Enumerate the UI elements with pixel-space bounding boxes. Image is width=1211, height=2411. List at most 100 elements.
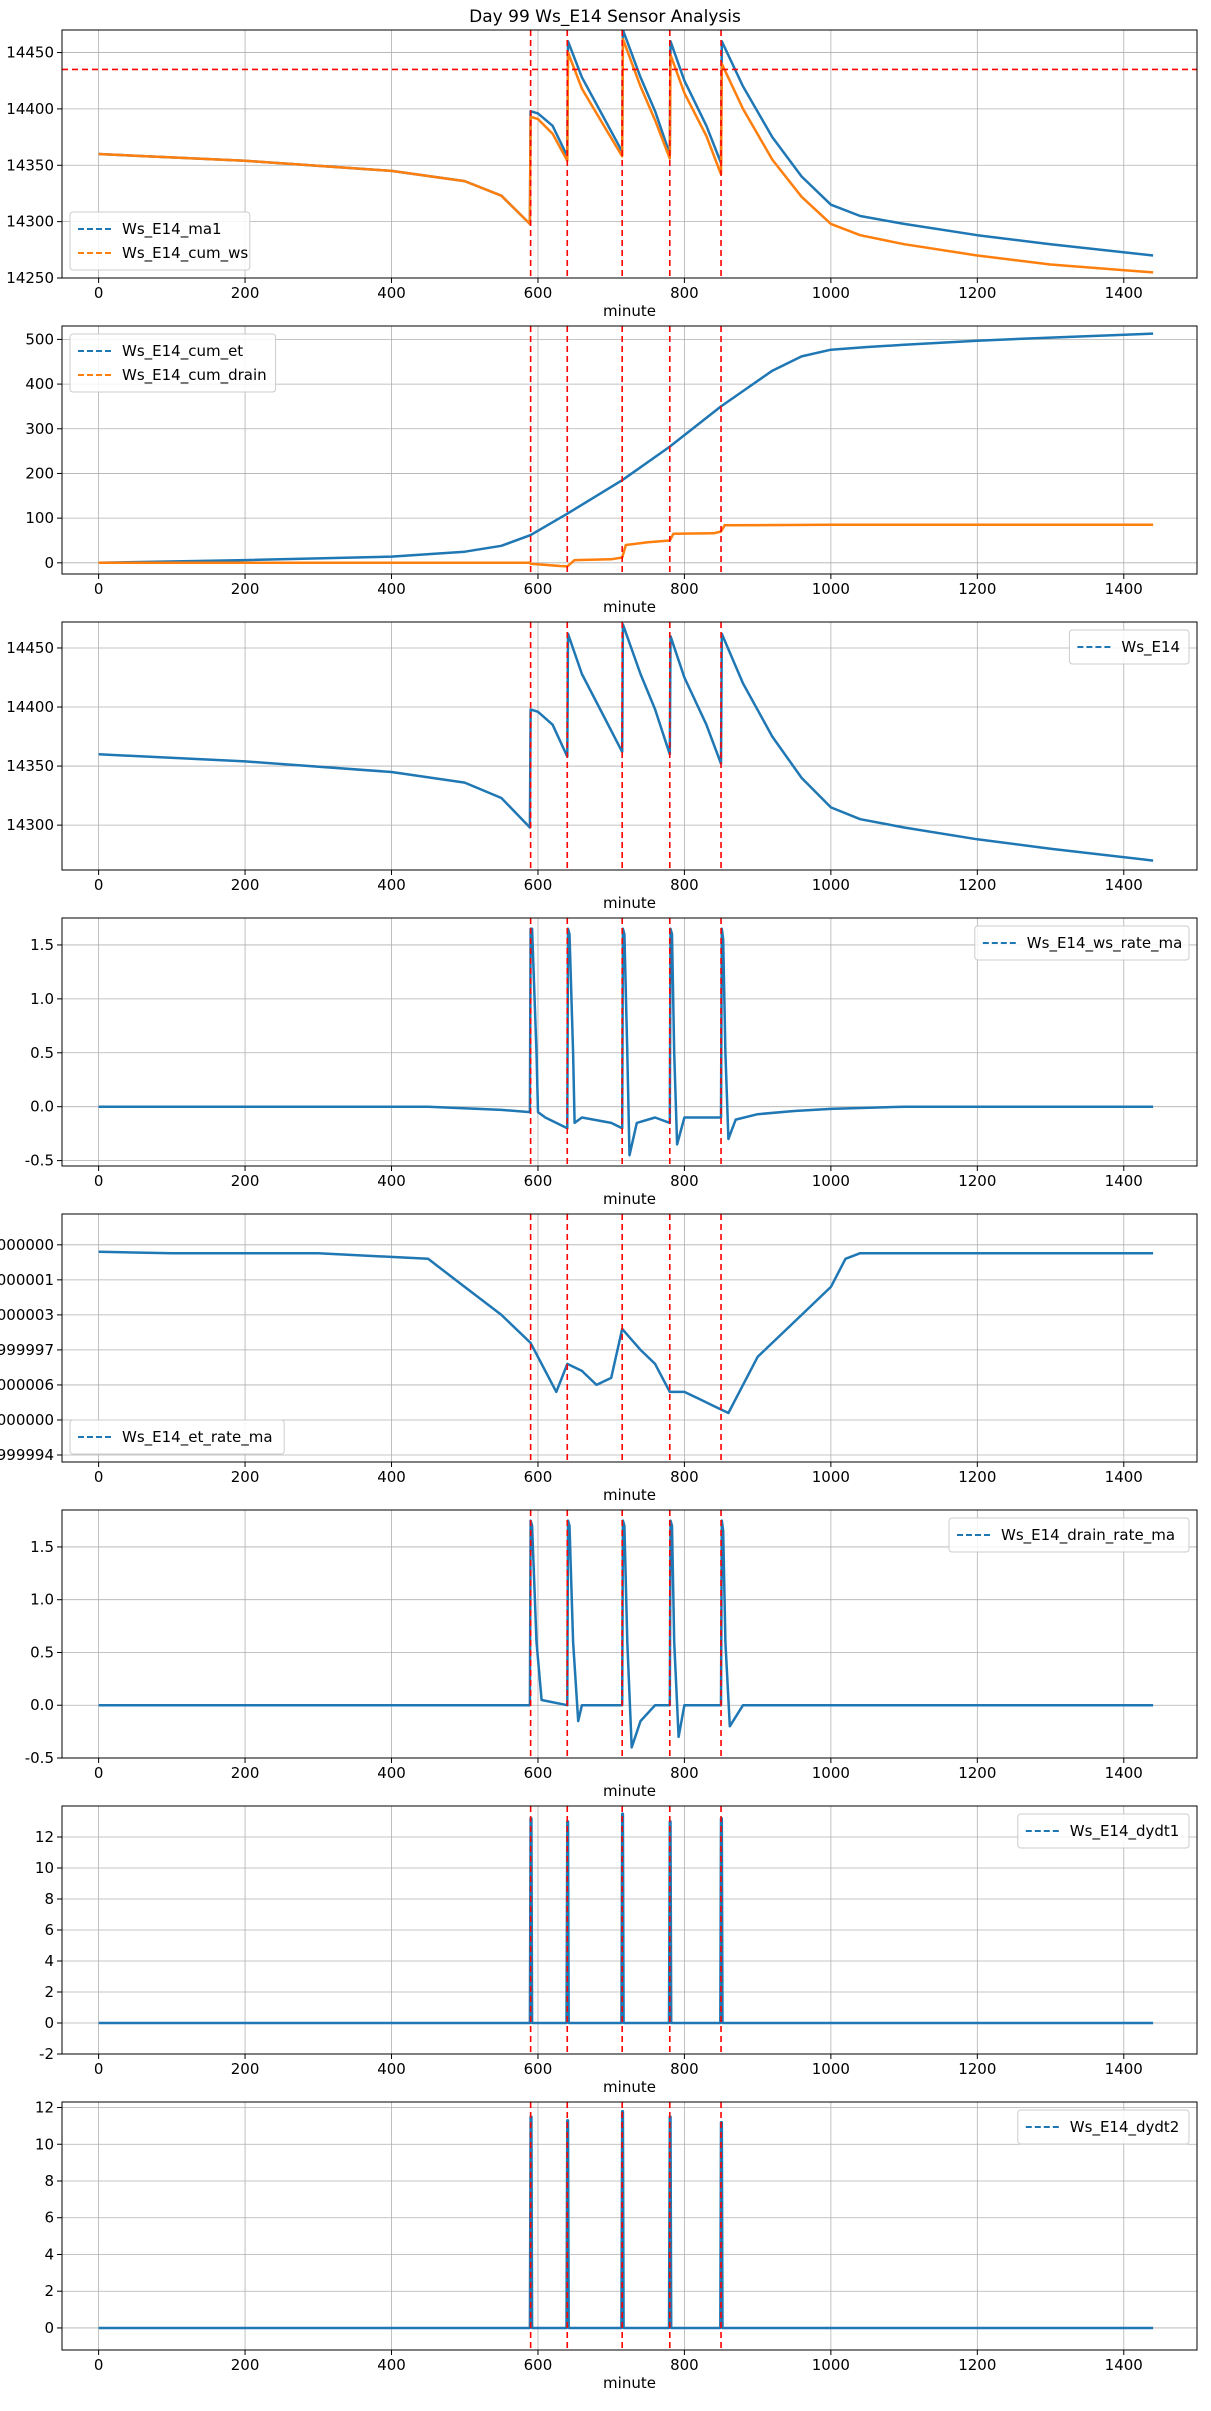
legend-box	[69, 1419, 285, 1455]
x-tick-label: 800	[670, 284, 699, 302]
axes-frame	[61, 325, 1198, 575]
y-tick-label: 10	[35, 2135, 54, 2153]
series-line-Ws_E14_et_rate_ma	[98, 1250, 1154, 1415]
y-tick-label: 0	[44, 554, 54, 572]
legend: Ws_E14	[1068, 629, 1190, 665]
x-tick-label: 1000	[812, 1764, 850, 1782]
y-tick-label: 12	[35, 2099, 54, 2117]
y-tick-label: -0.050000000000000003	[0, 1306, 54, 1324]
x-tick-label: 800	[670, 876, 699, 894]
y-tick-label: 0.000000000000000000	[0, 1236, 54, 1254]
panel-3: 0 200 400 600 800 1000 1200 1400 14300 14350 14400…	[6, 621, 1198, 912]
plot-area	[62, 30, 1197, 278]
x-tick-label: 1000	[812, 2060, 850, 2078]
legend-box	[1017, 2109, 1190, 2145]
x-axis-label: minute	[603, 1190, 656, 1208]
plot-area	[98, 326, 1154, 574]
x-tick-label: 0	[94, 2060, 104, 2078]
y-tick-label: -0.149999999999999994	[0, 1446, 54, 1464]
panel-7: 0 200 400 600 800 1000 1200 1400 -2 0 2 4 6 8 10 12 minu…	[35, 1805, 1198, 2096]
panel-1: 0 200 400 600 800 1000 1200 1400 14250 14300 14350…	[6, 29, 1198, 320]
y-tick-label: -0.125000000000000000	[0, 1411, 54, 1429]
x-tick-label: 400	[377, 580, 406, 598]
legend-box	[1068, 629, 1190, 665]
legend-box	[69, 211, 251, 271]
x-tick-label: 0	[94, 1468, 104, 1486]
legend-entry: Ws_E14_cum_ws	[122, 244, 248, 263]
legend-entry: Ws_E14_dydt2	[1070, 2118, 1180, 2137]
x-tick-label: 1200	[958, 284, 996, 302]
x-tick-label: 600	[524, 1172, 553, 1190]
legend: Ws_E14_dydt1	[1017, 1813, 1190, 1849]
x-tick-label: 600	[524, 580, 553, 598]
x-axis-label: minute	[603, 2374, 656, 2392]
x-axis-label: minute	[603, 2078, 656, 2096]
y-tick-label: -0.074999999999999997	[0, 1341, 54, 1359]
y-tick-label: 0	[44, 2014, 54, 2032]
y-tick-label: 100	[25, 509, 54, 527]
y-tick-label: 14300	[6, 816, 54, 834]
y-tick-label: 14450	[6, 639, 54, 657]
y-tick-label: 6	[44, 2209, 54, 2227]
legend-entry: Ws_E14_ws_rate_ma	[1027, 934, 1183, 953]
x-tick-label: 200	[231, 1172, 260, 1190]
x-tick-label: 600	[524, 2356, 553, 2374]
series-line-Ws_E14_cum_drain	[98, 523, 1154, 568]
y-tick-label: 14350	[6, 757, 54, 775]
x-tick-label: 1400	[1105, 876, 1143, 894]
x-tick-label: 800	[670, 1468, 699, 1486]
y-tick-label: 4	[44, 1952, 54, 1970]
x-tick-label: 0	[94, 284, 104, 302]
y-tick-label: 300	[25, 420, 54, 438]
axes-frame	[61, 1213, 1198, 1463]
x-tick-label: 400	[377, 284, 406, 302]
x-tick-label: 600	[524, 2060, 553, 2078]
y-tick-label: -0.5	[25, 1152, 54, 1170]
y-tick-label: 4	[44, 2245, 54, 2263]
x-tick-label: 1400	[1105, 1172, 1143, 1190]
x-tick-label: 1000	[812, 1172, 850, 1190]
panel-5: 0 200 400 600 800 1000 1200 1400 -0.149999999999…	[0, 1213, 1198, 1504]
legend-box	[69, 333, 277, 393]
x-tick-label: 200	[231, 284, 260, 302]
x-tick-label: 200	[231, 2356, 260, 2374]
x-tick-label: 1000	[812, 2356, 850, 2374]
x-tick-label: 1400	[1105, 1468, 1143, 1486]
legend-entry: Ws_E14	[1121, 638, 1180, 657]
y-tick-label: 1.5	[30, 936, 54, 954]
plot-area	[98, 1510, 1154, 1758]
legend-entry: Ws_E14_cum_drain	[122, 366, 267, 385]
x-tick-label: 1200	[958, 1468, 996, 1486]
x-tick-label: 1400	[1105, 1764, 1143, 1782]
legend: Ws_E14_et_rate_ma	[69, 1419, 285, 1455]
y-tick-label: 2	[44, 2282, 54, 2300]
x-tick-label: 400	[377, 876, 406, 894]
legend: Ws_E14_dydt2	[1017, 2109, 1190, 2145]
y-tick-label: 14450	[6, 44, 54, 62]
x-tick-label: 0	[94, 876, 104, 894]
x-tick-label: 200	[231, 580, 260, 598]
x-tick-label: 1000	[812, 284, 850, 302]
axes-frame	[61, 1509, 1198, 1759]
x-tick-label: 400	[377, 2060, 406, 2078]
y-tick-label: 12	[35, 1828, 54, 1846]
y-tick-label: 8	[44, 2172, 54, 2190]
y-tick-label: -0.025000000000000001	[0, 1271, 54, 1289]
chart-title: Day 99 Ws_E14 Sensor Analysis	[469, 7, 741, 27]
x-tick-label: 1200	[958, 1764, 996, 1782]
x-tick-label: 400	[377, 1764, 406, 1782]
y-tick-label: -0.100000000000000006	[0, 1376, 54, 1394]
x-tick-label: 1400	[1105, 2060, 1143, 2078]
legend: Ws_E14_ma1 Ws_E14_cum_ws	[69, 211, 251, 271]
y-tick-label: 1.5	[30, 1538, 54, 1556]
x-tick-label: 1000	[812, 876, 850, 894]
series-line-Ws_E14_ws_rate_ma	[98, 927, 1154, 1157]
x-tick-label: 200	[231, 2060, 260, 2078]
legend-box	[1017, 1813, 1190, 1849]
legend: Ws_E14_drain_rate_ma	[948, 1517, 1190, 1553]
x-tick-label: 200	[231, 876, 260, 894]
x-tick-label: 800	[670, 1172, 699, 1190]
y-tick-label: 1.0	[30, 990, 54, 1008]
y-tick-label: 0.0	[30, 1696, 54, 1714]
y-tick-label: -2	[39, 2045, 54, 2063]
